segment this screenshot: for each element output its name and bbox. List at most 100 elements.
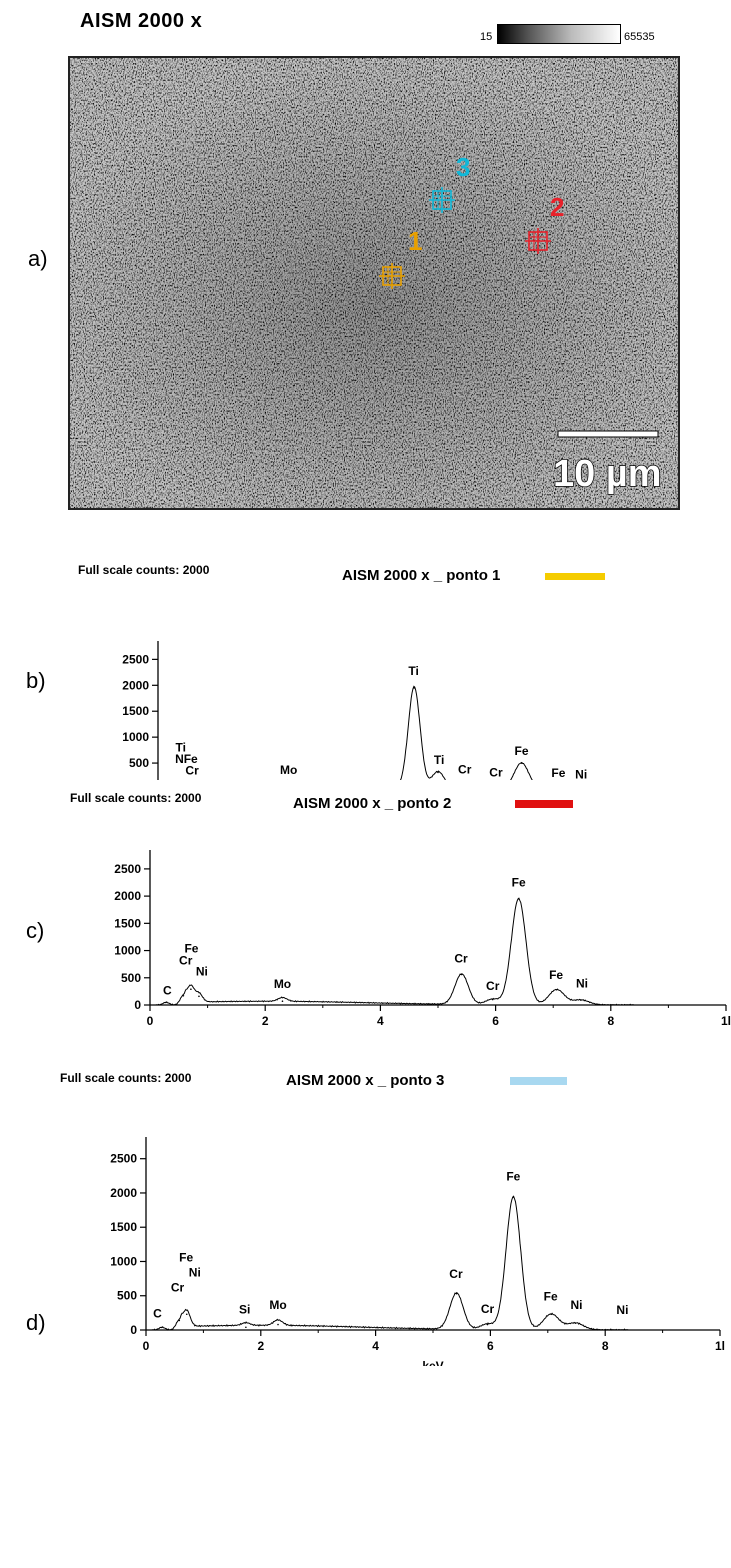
eds-spectrum-ponto-3: Full scale counts: 2000 AISM 2000 x _ pon… xyxy=(60,1071,725,1366)
x-tick-label: 4 xyxy=(377,1014,384,1028)
peak-annotation: Cr xyxy=(481,1302,495,1316)
spectrum-line xyxy=(151,1195,629,1331)
peak-point xyxy=(161,1326,163,1329)
peak-annotation: Ni xyxy=(571,1298,583,1312)
peak-annotation: Ti xyxy=(175,741,185,755)
peak-annotation: Fe xyxy=(184,942,198,956)
peak-annotation: NFe xyxy=(175,752,198,766)
peak-point xyxy=(574,1322,577,1324)
y-tick-label: 500 xyxy=(129,756,149,770)
peak-point xyxy=(512,1196,515,1198)
colorbar-min-label: 15 xyxy=(480,31,493,43)
peak-annotation: Mo xyxy=(280,763,297,777)
panel-letter-d: d) xyxy=(26,1310,46,1335)
peak-point xyxy=(580,999,582,1001)
peak-point xyxy=(178,1319,181,1322)
peak-annotation: Mo xyxy=(269,1298,286,1312)
peak-point xyxy=(281,1000,284,1002)
peak-point xyxy=(491,998,494,1001)
peak-point xyxy=(486,1323,489,1326)
peak-point xyxy=(277,1323,279,1326)
x-tick-label: 0 xyxy=(143,1339,150,1353)
legend-swatch xyxy=(510,1077,567,1085)
peak-annotation: Fe xyxy=(551,766,565,780)
chart-title: AISM 2000 x _ ponto 1 xyxy=(342,567,500,584)
x-tick-label: 1l xyxy=(715,1339,725,1353)
peak-point xyxy=(245,1326,247,1329)
peak-annotation: Cr xyxy=(489,766,503,780)
x-tick-label: 6 xyxy=(492,1014,499,1028)
peak-point xyxy=(198,995,200,998)
y-tick-label: 1500 xyxy=(110,1220,137,1234)
x-tick-label: 8 xyxy=(607,1014,614,1028)
peak-annotation: Fe xyxy=(506,1170,520,1184)
chart-title: AISM 2000 x _ ponto 2 xyxy=(293,795,451,812)
peak-point xyxy=(550,1313,553,1316)
peak-annotation: Fe xyxy=(179,1250,193,1264)
x-tick-label: 8 xyxy=(602,1339,609,1353)
x-tick-label: 2 xyxy=(262,1014,269,1028)
y-tick-label: 2000 xyxy=(114,889,141,903)
sem-marker-2: 2 xyxy=(525,192,564,254)
peak-annotation: Cr xyxy=(449,1267,463,1281)
peak-annotation: Fe xyxy=(512,875,526,889)
peak-point xyxy=(460,973,463,976)
sem-marker-label: 2 xyxy=(550,192,564,222)
peak-annotation: Ti xyxy=(408,664,418,678)
x-tick-label: 0 xyxy=(147,1014,154,1028)
peak-point xyxy=(185,1313,188,1316)
peak-point xyxy=(413,687,415,689)
y-tick-label: 1000 xyxy=(122,730,149,744)
scale-bar-label: 10 µm xyxy=(553,453,662,495)
x-tick-label: 1l xyxy=(721,1014,731,1028)
colorbar xyxy=(497,24,621,44)
legend-swatch xyxy=(515,800,573,808)
panel-letter-b: b) xyxy=(26,668,46,693)
peak-annotation: Ni xyxy=(576,977,588,991)
x-tick-label: 6 xyxy=(487,1339,494,1353)
eds-spectrum-ponto-1: Full scale counts: 2000 AISM 2000 x _ pon… xyxy=(78,563,605,780)
peak-annotation: Fe xyxy=(549,968,563,982)
x-tick-label: 2 xyxy=(257,1339,264,1353)
y-tick-label: 500 xyxy=(117,1289,137,1303)
peak-point xyxy=(517,898,520,900)
chart-title: AISM 2000 x _ ponto 3 xyxy=(286,1072,444,1089)
peak-point xyxy=(182,994,185,997)
peak-annotation: Cr xyxy=(179,954,193,968)
legend-swatch xyxy=(545,573,605,580)
y-tick-label: 2500 xyxy=(122,652,149,666)
sem-micrograph-svg: 1 2 3 10 µm xyxy=(70,58,678,508)
peak-annotation: Fe xyxy=(544,1290,558,1304)
scale-bar: 10 µm xyxy=(552,430,662,496)
colorbar-max-label: 65535 xyxy=(624,31,655,43)
sem-marker-1: 1 xyxy=(379,226,422,289)
y-tick-label: 0 xyxy=(134,998,141,1012)
peak-annotation: Cr xyxy=(185,763,199,777)
peak-annotation: Ti xyxy=(434,753,444,767)
peak-annotation: Fe xyxy=(515,744,529,758)
peak-annotation: Cr xyxy=(454,952,468,966)
peak-point xyxy=(520,762,523,764)
sem-image-title: AISM 2000 x xyxy=(80,10,203,32)
chart-header: Full scale counts: 2000 xyxy=(60,1071,192,1085)
peak-point xyxy=(437,771,439,774)
y-tick-label: 1000 xyxy=(110,1254,137,1268)
y-tick-label: 1500 xyxy=(122,704,149,718)
peak-point xyxy=(455,1292,458,1295)
y-tick-label: 2000 xyxy=(110,1186,137,1200)
y-tick-label: 1500 xyxy=(114,916,141,930)
panel-letter-a: a) xyxy=(28,246,48,271)
x-tick-label: 4 xyxy=(372,1339,379,1353)
peak-point xyxy=(555,988,558,991)
sem-marker-3: 3 xyxy=(429,152,470,213)
sem-marker-label: 3 xyxy=(456,152,470,182)
y-tick-label: 2500 xyxy=(110,1152,137,1166)
y-tick-label: 2500 xyxy=(114,862,141,876)
peak-annotation: Ni xyxy=(616,1303,628,1317)
spectrum-line xyxy=(155,897,634,1006)
peak-annotation: Cr xyxy=(171,1281,185,1295)
peak-annotation: Cr xyxy=(486,979,500,993)
panel-letter-c: c) xyxy=(26,918,45,943)
y-tick-label: 2000 xyxy=(122,678,149,692)
peak-annotation: Ni xyxy=(575,768,587,780)
